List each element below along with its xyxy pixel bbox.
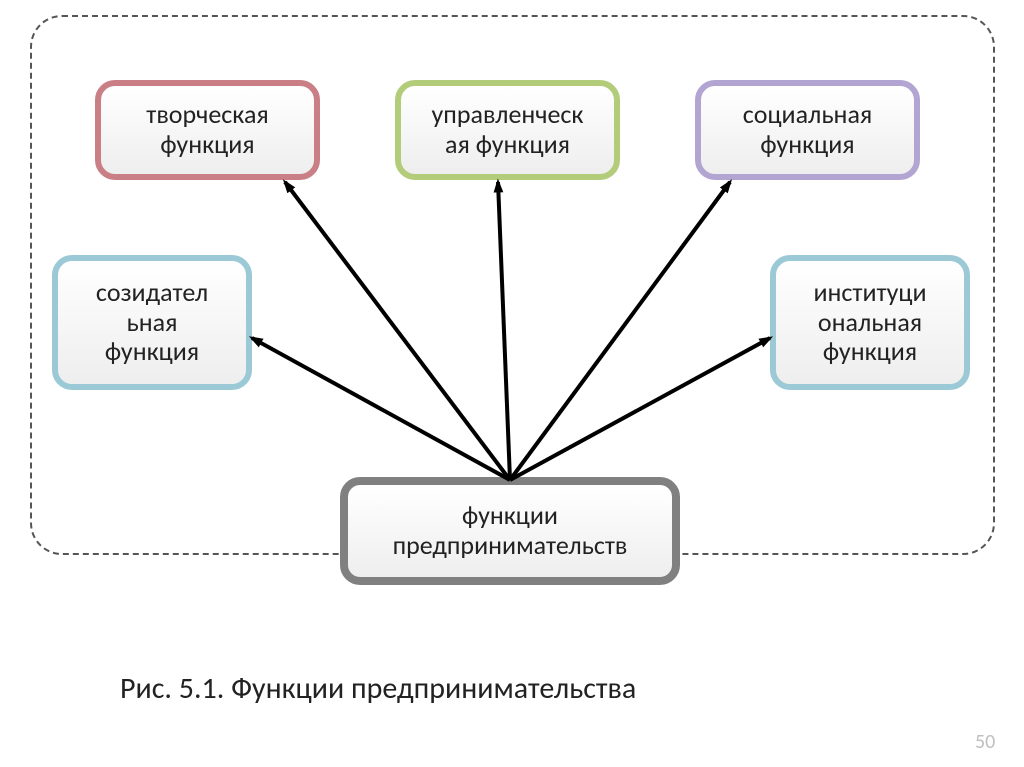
node-social-label: социальная функция	[711, 100, 904, 160]
node-constructive: созидател ьная функция	[52, 255, 252, 390]
node-institutional-label: институци ональная функция	[786, 278, 954, 368]
node-constructive-label: созидател ьная функция	[68, 278, 236, 368]
figure-caption: Рис. 5.1. Функции предпринимательства	[120, 670, 636, 707]
node-managerial: управленческ ая функция	[395, 80, 620, 180]
page-number: 50	[975, 730, 995, 754]
node-creative: творческая функция	[95, 80, 320, 180]
node-creative-label: творческая функция	[111, 100, 304, 160]
node-social: социальная функция	[695, 80, 920, 180]
node-institutional: институци ональная функция	[770, 255, 970, 390]
node-root: функции предпринимательств	[340, 477, 680, 585]
node-managerial-label: управленческ ая функция	[411, 100, 604, 160]
node-root-label: функции предпринимательств	[358, 501, 662, 561]
